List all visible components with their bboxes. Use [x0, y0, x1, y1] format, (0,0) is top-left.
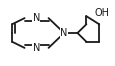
Text: N: N [60, 28, 67, 38]
Text: OH: OH [94, 8, 109, 18]
Text: N: N [32, 13, 40, 23]
Text: N: N [32, 43, 40, 53]
